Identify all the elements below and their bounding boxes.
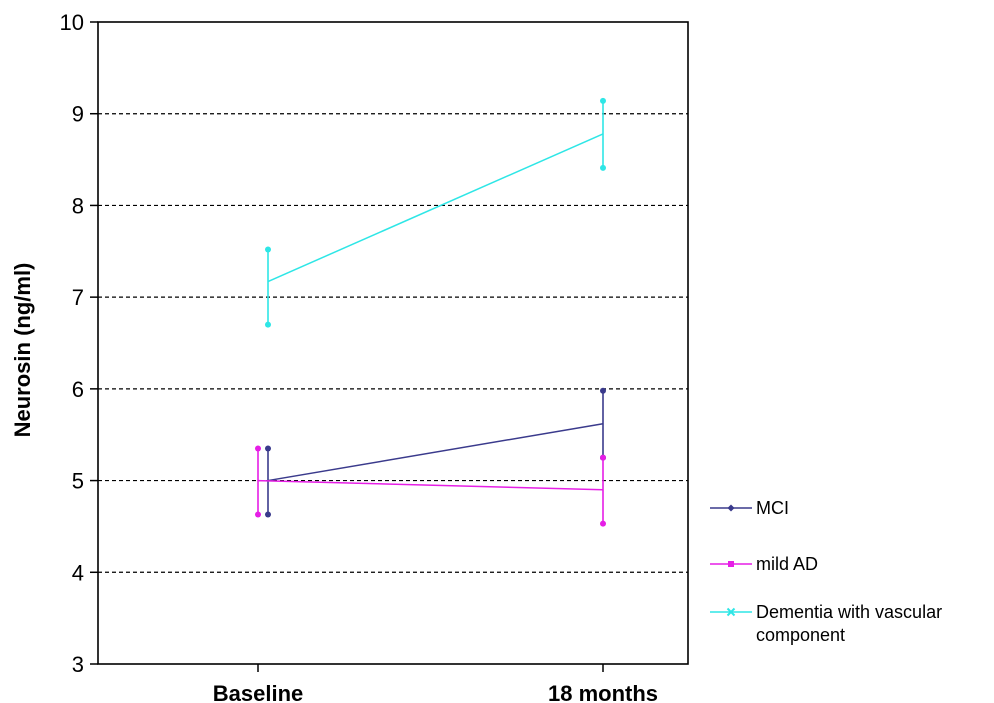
error-cap-lower-1-1: [600, 520, 606, 527]
series-line-1: [257, 479, 604, 491]
error-cap-upper-1-0: [255, 445, 261, 452]
series-0: [265, 387, 606, 518]
y-tick-label-5: 5: [72, 469, 84, 494]
error-cap-upper-2-1: [600, 97, 606, 104]
error-cap-upper-0-0: [265, 445, 271, 452]
series-line-2: [267, 133, 604, 283]
y-tick-label-7: 7: [72, 285, 84, 310]
y-tick-label-9: 9: [72, 102, 84, 127]
legend-label-0: MCI: [756, 498, 789, 518]
x-tick-label-1: 18 months: [548, 681, 658, 703]
y-axis-label: Neurosin (ng/ml): [10, 263, 35, 438]
series-2: [265, 97, 606, 328]
error-cap-lower-1-0: [255, 511, 261, 518]
series-line-0: [267, 422, 604, 482]
series-1: [255, 445, 606, 527]
legend-item-0: MCI: [710, 498, 789, 518]
legend-marker-0: [727, 504, 735, 512]
error-cap-upper-0-1: [600, 387, 606, 394]
series-layer: [255, 97, 606, 527]
legend-label-2: Dementia with vascular component: [756, 602, 942, 645]
y-ticks: 3 4 5 6 7 8 9 10: [60, 10, 98, 677]
error-cap-upper-2-0: [265, 246, 271, 253]
plot-frame: [97, 21, 689, 665]
x-ticks: Baseline 18 months: [213, 664, 658, 703]
legend-item-2: Dementia with vascular component: [710, 602, 942, 645]
error-cap-upper-1-1: [600, 454, 606, 461]
y-tick-label-8: 8: [72, 193, 84, 218]
legend-label-1: mild AD: [756, 554, 818, 574]
y-tick-label-10: 10: [60, 10, 84, 35]
error-cap-lower-2-0: [265, 321, 271, 328]
x-tick-label-0: Baseline: [213, 681, 304, 703]
error-cap-lower-0-0: [265, 511, 271, 518]
legend: MCI mild AD Dementia with vascular componen…: [710, 498, 942, 645]
error-cap-lower-2-1: [600, 164, 606, 171]
legend-marker-2: [726, 607, 736, 617]
legend-item-1: mild AD: [710, 554, 818, 574]
y-tick-label-4: 4: [72, 560, 84, 585]
legend-marker-1: [728, 561, 734, 567]
y-tick-label-3: 3: [72, 652, 84, 677]
y-tick-label-6: 6: [72, 377, 84, 402]
grid-lines: [98, 113, 688, 573]
